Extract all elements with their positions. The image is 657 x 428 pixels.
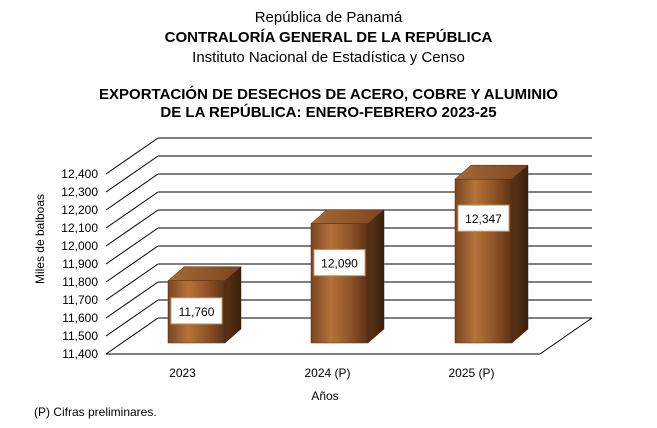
y-tick-label: 12,000 [61,239,98,253]
gridline-diagonal [105,209,159,247]
y-tick-label: 11,500 [62,329,98,343]
bar-top [167,266,242,281]
y-tick-label: 11,600 [62,311,98,325]
y-tick-label: 11,800 [62,275,98,289]
header-line-institute: Instituto Nacional de Estadística y Cens… [192,49,465,66]
gridline-diagonal [105,245,159,283]
y-tick-label: 11,700 [62,293,98,307]
footnote: (P) Cifras preliminares. [34,405,157,419]
bar-2023: 11,760 [167,266,242,344]
gridline-diagonal [105,299,159,337]
x-tick-label: 2025 (P) [448,366,494,380]
gridline-diagonal [105,281,159,319]
chart-title-line-2: DE LA REPÚBLICA: ENERO-FEBRERO 2023-25 [160,104,497,121]
data-label: 11,760 [179,305,215,319]
gridline-diagonal [105,155,159,193]
data-label: 12,090 [321,257,358,271]
chart-title-line-1: EXPORTACIÓN DE DESECHOS DE ACERO, COBRE … [99,86,558,103]
bar-side [511,164,529,344]
data-label-box [170,297,223,325]
data-label-box [313,249,366,277]
data-label: 12,347 [465,212,502,226]
gridline-diagonal [105,227,159,265]
header-line-contraloria: CONTRALORÍA GENERAL DE LA REPÚBLICA [164,29,493,46]
bar-front [454,178,513,344]
bar-2025 (P): 12,347 [454,164,529,344]
y-tick-label: 11,900 [62,257,98,271]
gridline-diagonal [105,317,159,355]
x-tick-label: 2024 (P) [304,366,350,380]
bar-2024 (P): 12,090 [310,209,385,344]
y-axis-ticks: 11,400 11,500 11,600 11,700 11,800 11,900 12,0… [61,167,98,361]
x-tick-label: 2023 [169,366,196,380]
y-axis-title: Miles de balboas [33,194,47,284]
header-line-republic: República de Panamá [254,9,403,26]
y-tick-label: 12,200 [61,203,98,217]
y-tick-label: 12,100 [61,221,98,235]
gridline-diagonal [105,191,159,229]
bar-front [310,223,369,344]
y-tick-label: 12,400 [61,167,98,181]
y-tick-label: 11,400 [62,347,98,361]
gridline-diagonal [105,173,159,211]
gridline-diagonal [105,137,159,175]
bar-side [367,209,385,344]
x-axis-labels: 2023 2024 (P) 2025 (P) [169,366,494,380]
data-label-box [457,204,510,232]
x-axis-title: Años [311,389,338,403]
bar-top [454,164,529,180]
bar-top [310,209,385,224]
floor-right-edge [539,317,593,355]
y-tick-label: 12,300 [61,185,98,199]
gridline-diagonal [105,263,159,301]
bars: 11,760 12,090 12,347 [167,164,529,344]
